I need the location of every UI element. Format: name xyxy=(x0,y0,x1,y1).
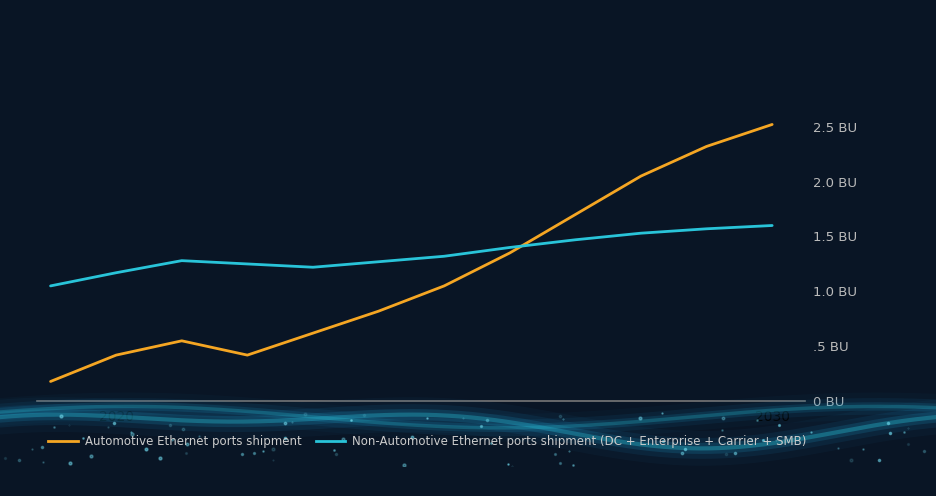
Legend: Automotive Ethernet ports shipment, Non-Automotive Ethernet ports shipment (DC +: Automotive Ethernet ports shipment, Non-… xyxy=(43,430,812,453)
